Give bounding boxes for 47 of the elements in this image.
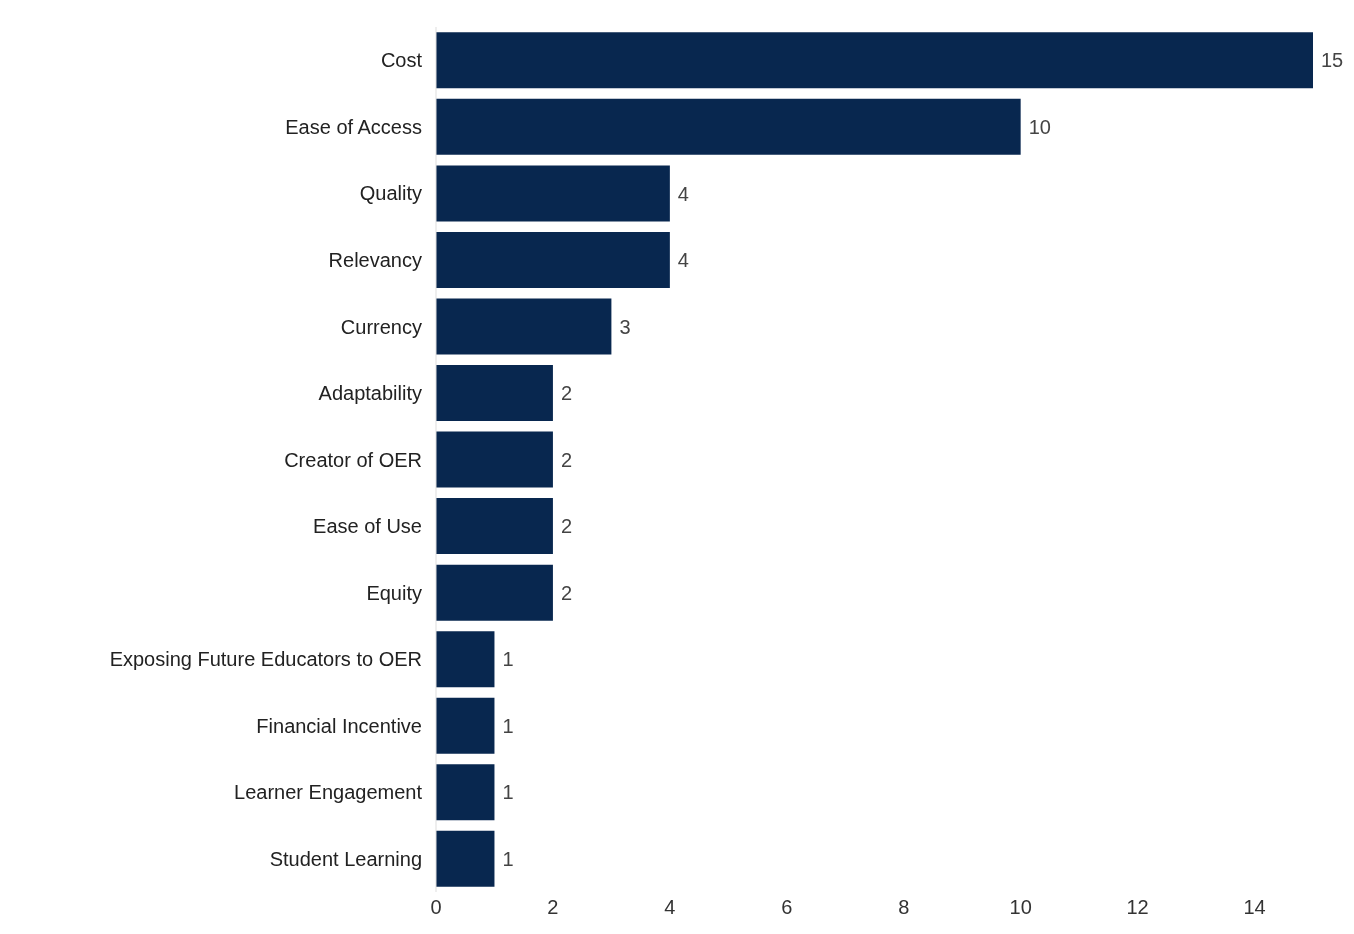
data-label: 4 [677,249,689,272]
data-label: 15 [1321,49,1344,72]
bar [436,830,495,887]
bar [436,98,1021,155]
x-tick-label: 2 [547,896,559,919]
bar [436,365,553,422]
data-label: 2 [560,581,573,604]
bar [436,764,495,821]
y-tick-label: Relevancy [328,248,422,271]
x-tick-label: 0 [430,896,442,919]
data-label: 3 [619,315,631,338]
y-tick-label: Currency [340,315,422,338]
bar [436,631,495,688]
y-tick-label: Ease of Access [285,115,422,138]
bar [436,165,670,222]
y-tick-label: Student Learning [269,847,422,870]
data-label: 1 [502,847,514,870]
bar [436,298,612,355]
y-tick-label: Equity [366,581,422,604]
y-tick-label: Cost [380,49,423,72]
bar [436,697,495,754]
y-tick-label: Adaptability [318,382,422,405]
x-tick-label: 8 [898,896,910,919]
bar [436,32,1313,89]
y-tick-label: Exposing Future Educators to OER [109,648,422,671]
data-label: 2 [560,382,573,405]
x-tick-label: 6 [781,896,793,919]
data-label: 10 [1028,115,1051,138]
y-tick-label: Financial Incentive [256,714,422,737]
data-label: 4 [677,182,689,205]
bar [436,431,553,488]
x-tick-label: 4 [664,896,676,919]
bar [436,231,670,288]
y-tick-label: Learner Engagement [234,781,423,804]
data-label: 2 [560,448,573,471]
x-tick-label: 10 [1009,896,1032,919]
data-label: 1 [502,648,514,671]
data-label: 1 [502,714,514,737]
bar [436,564,553,621]
y-tick-label: Ease of Use [313,515,422,538]
x-tick-label: 14 [1243,896,1266,919]
x-tick-label: 12 [1126,896,1149,919]
y-tick-label: Creator of OER [284,448,422,471]
data-label: 1 [502,781,514,804]
data-label: 2 [560,515,573,538]
bar [436,498,553,555]
y-tick-label: Quality [359,182,422,205]
